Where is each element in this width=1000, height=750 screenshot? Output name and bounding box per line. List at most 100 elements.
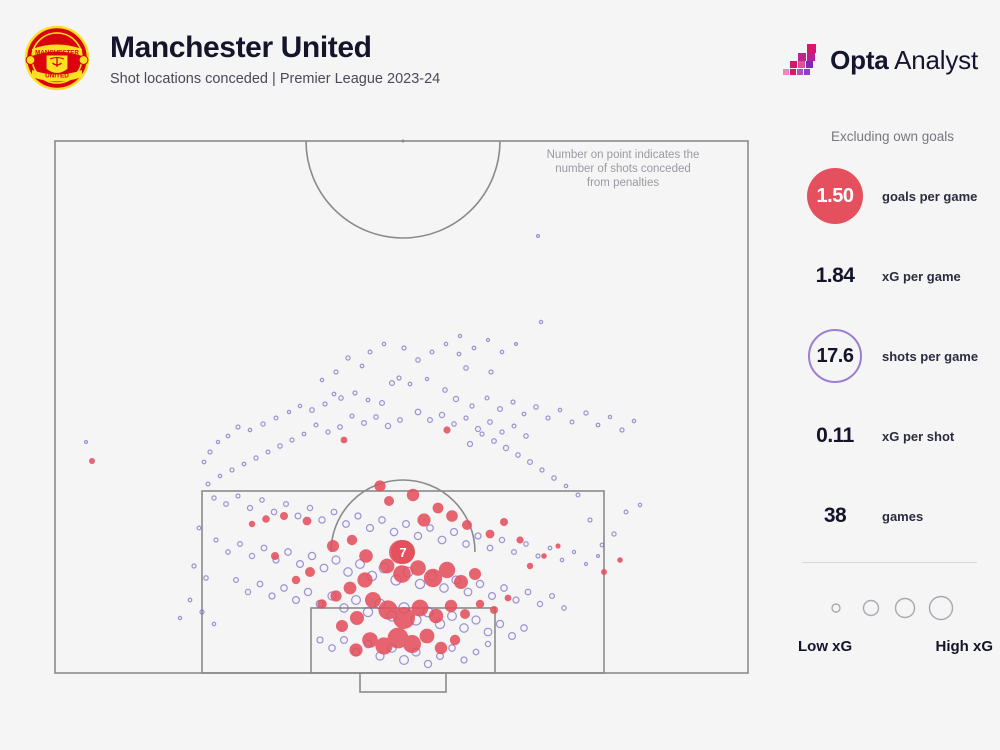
shot-point bbox=[414, 578, 426, 590]
shot-point bbox=[524, 588, 532, 596]
shot-point bbox=[595, 553, 601, 559]
stat-label-xg-per-game: xG per game bbox=[882, 268, 961, 284]
shot-point bbox=[446, 610, 458, 622]
shot-point bbox=[495, 619, 505, 629]
shot-point bbox=[307, 551, 317, 561]
shot-point bbox=[451, 421, 457, 427]
goal-point bbox=[302, 516, 312, 526]
goal-point bbox=[375, 637, 393, 655]
legend-size-circle-2 bbox=[862, 599, 880, 617]
shot-point bbox=[388, 379, 396, 387]
goal-point bbox=[541, 553, 547, 559]
goal-point bbox=[336, 620, 348, 632]
shot-point bbox=[452, 395, 460, 403]
shot-point bbox=[337, 424, 343, 430]
goal-point bbox=[419, 628, 435, 644]
shot-point bbox=[595, 422, 601, 428]
sidebar-divider bbox=[802, 562, 977, 563]
goal-point bbox=[617, 557, 623, 563]
shot-point bbox=[587, 517, 593, 523]
shot-point bbox=[352, 390, 358, 396]
shot-point bbox=[322, 401, 328, 407]
shot-point bbox=[462, 540, 470, 548]
opta-bars-icon bbox=[783, 44, 817, 75]
goal-point bbox=[350, 611, 364, 625]
page-header: MANCHESTER UNITED Manchester United Shot… bbox=[0, 0, 1000, 118]
shot-markers bbox=[83, 233, 643, 669]
shot-point bbox=[360, 419, 368, 427]
shot-point bbox=[248, 552, 256, 560]
shot-point bbox=[225, 433, 231, 439]
shot-point bbox=[401, 519, 411, 529]
shot-point bbox=[520, 624, 528, 632]
shot-point bbox=[333, 369, 339, 375]
stat-label-goals-per-game: goals per game bbox=[882, 188, 978, 204]
shot-point bbox=[270, 508, 278, 516]
goal-point bbox=[555, 543, 561, 549]
goal-point bbox=[317, 599, 327, 609]
opta-analyst-logo: Opta Analyst bbox=[781, 42, 978, 78]
shot-point bbox=[318, 516, 326, 524]
shot-point bbox=[563, 483, 569, 489]
shot-point bbox=[414, 408, 422, 416]
shot-point bbox=[437, 535, 447, 545]
shot-point bbox=[201, 459, 207, 465]
goal-point bbox=[428, 608, 444, 624]
shot-point bbox=[265, 449, 271, 455]
stat-value-shots-per-game: 17.6 bbox=[808, 329, 862, 383]
shot-point bbox=[483, 627, 493, 637]
shot-point bbox=[536, 600, 544, 608]
stat-badge: 1.50 bbox=[798, 166, 872, 226]
legend-label-high-xg: High xG bbox=[935, 638, 993, 655]
legend-size-circle-3 bbox=[894, 597, 916, 619]
shot-point bbox=[373, 414, 379, 420]
goal-point bbox=[475, 599, 485, 609]
goal-point bbox=[526, 562, 534, 570]
shot-point bbox=[217, 473, 223, 479]
goal-point bbox=[454, 575, 468, 589]
shot-point bbox=[235, 493, 241, 499]
shot-point bbox=[423, 659, 433, 669]
shot-point bbox=[247, 427, 253, 433]
svg-text:UNITED: UNITED bbox=[45, 73, 69, 80]
shot-point bbox=[365, 397, 371, 403]
shot-point bbox=[557, 407, 563, 413]
shot-point bbox=[569, 419, 575, 425]
shot-point bbox=[328, 644, 336, 652]
goal-point bbox=[378, 600, 398, 620]
shot-point bbox=[345, 355, 351, 361]
shot-point bbox=[367, 349, 373, 355]
shot-point bbox=[619, 427, 625, 433]
shot-point bbox=[349, 413, 355, 419]
shot-point bbox=[268, 592, 276, 600]
shot-point bbox=[203, 575, 209, 581]
goal-point bbox=[349, 643, 363, 657]
shot-point bbox=[551, 475, 557, 481]
shot-point bbox=[439, 583, 449, 593]
xg-legend-labels: Low xG High xG bbox=[798, 638, 993, 655]
shot-point bbox=[319, 377, 325, 383]
shot-point bbox=[575, 492, 581, 498]
goal-point bbox=[403, 635, 421, 653]
shot-point bbox=[389, 527, 399, 537]
shot-point bbox=[463, 415, 469, 421]
goal-point bbox=[340, 436, 348, 444]
shot-point bbox=[309, 407, 315, 413]
shot-point bbox=[487, 419, 493, 425]
goal-point bbox=[469, 568, 481, 580]
shot-point bbox=[229, 467, 235, 473]
shot-point bbox=[498, 536, 506, 544]
shot-point bbox=[583, 561, 589, 567]
stat-row-xg-per-shot: 0.11 xG per shot bbox=[798, 406, 1000, 466]
shot-point bbox=[286, 409, 292, 415]
shot-point bbox=[474, 425, 482, 433]
shot-point bbox=[515, 452, 521, 458]
goal-point bbox=[504, 594, 512, 602]
page-subtitle: Shot locations conceded | Premier League… bbox=[110, 71, 441, 87]
goal-point bbox=[393, 565, 411, 583]
shot-point bbox=[365, 523, 375, 533]
goal-point bbox=[280, 512, 288, 520]
shot-point bbox=[448, 644, 456, 652]
shot-point bbox=[398, 654, 410, 666]
shot-point bbox=[342, 520, 350, 528]
